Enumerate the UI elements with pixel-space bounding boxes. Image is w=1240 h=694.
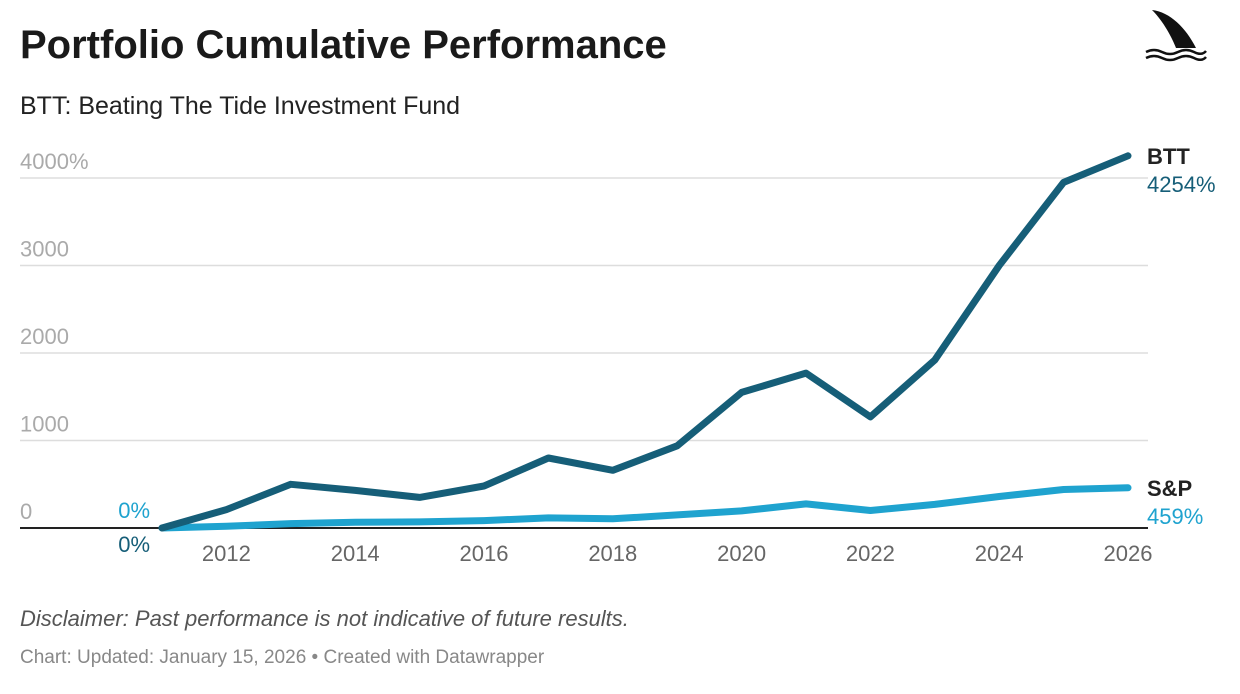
x-tick-label: 2012 xyxy=(202,541,251,566)
series-line-btt xyxy=(158,152,1132,532)
x-tick-label: 2022 xyxy=(846,541,895,566)
footer-source-prefix: Chart: xyxy=(20,647,78,668)
series-name-label: S&P xyxy=(1147,476,1192,501)
series-line-sp xyxy=(158,484,1132,532)
footer-updated: Updated: January 15, 2026 xyxy=(77,647,307,668)
x-tick-label: 2018 xyxy=(588,541,637,566)
y-tick-label: 3000 xyxy=(20,237,69,262)
footer-separator: • xyxy=(306,647,324,668)
x-tick-label: 2026 xyxy=(1104,541,1153,566)
line-chart: 0 1000 2000 3000 4000% 2012 2014 2016 2018 2020 20… xyxy=(20,144,1216,566)
y-tick-label: 4000% xyxy=(20,149,89,174)
series-name-label: BTT xyxy=(1147,144,1190,169)
chart-subtitle: BTT: Beating The Tide Investment Fund xyxy=(20,92,461,120)
x-tick-label: 2024 xyxy=(975,541,1024,566)
chart-footer: Chart: Updated: January 15, 2026 • Creat… xyxy=(20,647,544,669)
series-end-value-label: 459% xyxy=(1147,504,1203,529)
x-tick-label: 2020 xyxy=(717,541,766,566)
x-tick-label: 2014 xyxy=(331,541,380,566)
series-end-value-label: 4254% xyxy=(1147,172,1216,197)
series-start-label: 0% xyxy=(118,532,150,557)
series-start-label: 0% xyxy=(118,498,150,523)
chart-title: Portfolio Cumulative Performance xyxy=(20,23,667,67)
x-tick-label: 2016 xyxy=(460,541,509,566)
shark-fin-icon xyxy=(1142,4,1208,69)
footer-credit-link[interactable]: Created with Datawrapper xyxy=(323,647,545,668)
y-tick-label: 0 xyxy=(20,499,32,524)
y-tick-label: 2000 xyxy=(20,324,69,349)
y-tick-label: 1000 xyxy=(20,412,69,437)
disclaimer-text: Disclaimer: Past performance is not indi… xyxy=(20,606,629,631)
